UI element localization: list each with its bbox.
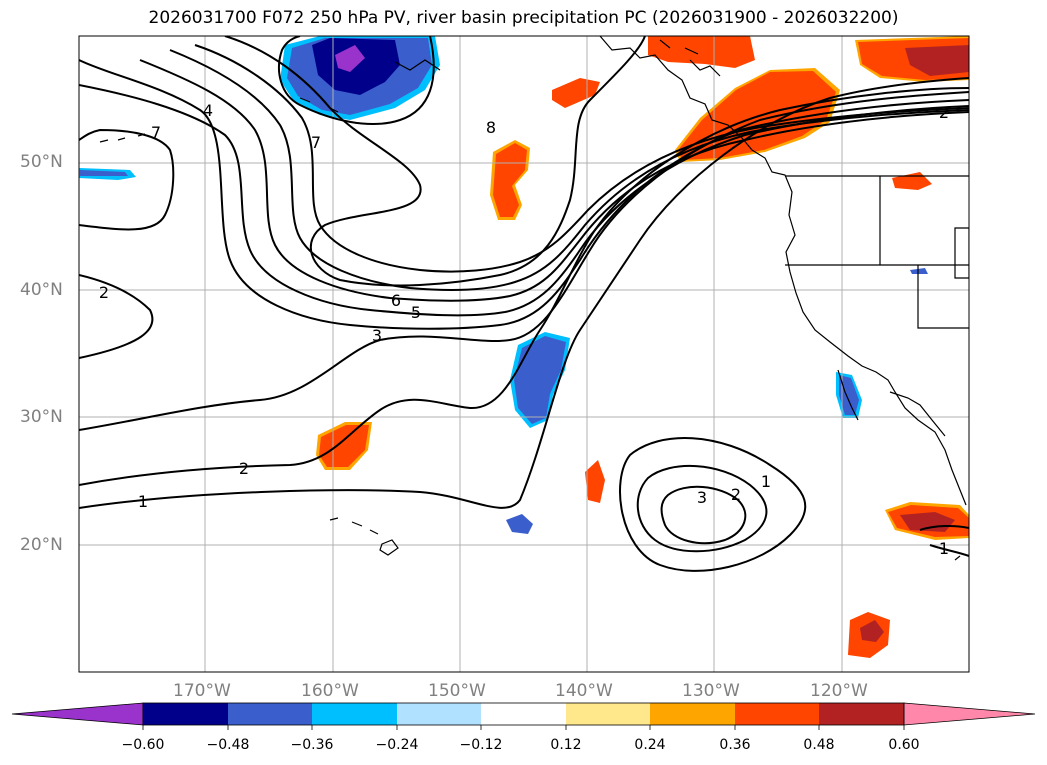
colorbar-segment — [566, 703, 650, 725]
colorbar-segment — [650, 703, 735, 725]
lon-label-140w: 140°W — [555, 681, 613, 701]
pv-contour-5 — [139, 59, 969, 302]
pv-contour-3-east — [660, 485, 747, 545]
lon-label-160w: 160°W — [301, 681, 359, 701]
colorbar-segment — [228, 703, 312, 725]
positive-anomaly-hawaii-north-core — [319, 425, 369, 467]
colorbar-tick-label: 0.24 — [634, 737, 666, 753]
pv-contour-upper-ridge — [278, 36, 435, 126]
contour-label: 2 — [939, 103, 949, 122]
positive-anomaly-north-coast — [648, 36, 755, 68]
pv-contour-2-northwest — [79, 128, 175, 231]
lon-label-150w: 150°W — [428, 681, 486, 701]
colorbar-segment — [397, 703, 481, 725]
negative-anomaly-gulf-alaska-max — [335, 45, 365, 72]
lat-label-40n: 40°N — [20, 280, 63, 300]
lon-label-130w: 130°W — [682, 681, 740, 701]
pv-contour-3 — [79, 91, 969, 431]
negative-anomaly-south — [506, 514, 533, 534]
contour-label: 7 — [151, 123, 161, 142]
map-frame — [78, 35, 970, 673]
negative-anomaly-inland — [910, 268, 928, 274]
pv-contour-6 — [169, 49, 969, 291]
positive-anomaly-northeast-max — [905, 45, 969, 76]
pv-contour-2-east — [636, 464, 768, 553]
pv-contour-1-mexico — [919, 524, 969, 557]
colorbar-segment — [312, 703, 397, 725]
colorbar-tick-label: 0.60 — [888, 737, 920, 753]
contour-label: 5 — [411, 303, 421, 322]
pv-contour-outer-trough — [79, 59, 969, 330]
colorbar-outline — [142, 702, 905, 726]
negative-anomaly-west-edge-core — [80, 170, 128, 176]
colorbar-tick-label: −0.12 — [459, 737, 503, 753]
contour-label: 6 — [391, 291, 401, 310]
contour-label: 2 — [731, 485, 741, 504]
contour-labels: 7 4 7 8 2 2 6 5 3 2 1 1 3 2 1 — [99, 101, 949, 558]
contour-label: 7 — [311, 133, 321, 152]
colorbar-tick-label: 0.48 — [803, 737, 835, 753]
contour-label: 1 — [761, 472, 771, 491]
colorbar-tick-label: 0.36 — [719, 737, 751, 753]
colorbar-tick-label: −0.24 — [375, 737, 419, 753]
colorbar-segment — [819, 703, 904, 725]
positive-anomaly-central-south — [585, 460, 605, 503]
graticule — [79, 36, 969, 672]
colorbar-tick-label: −0.60 — [121, 737, 165, 753]
pv-contour-2-west — [79, 274, 154, 359]
contour-label: 2 — [99, 283, 109, 302]
colorbar-min-extension — [11, 702, 144, 726]
pv-contour-2-south — [79, 87, 969, 486]
pv-contour-4 — [79, 84, 969, 317]
pv-contour-1-east — [619, 437, 807, 572]
contour-label: 2 — [239, 459, 249, 478]
precip-anomaly-shading — [79, 36, 969, 658]
contour-label: 3 — [697, 488, 707, 507]
positive-anomaly-east-pacific-south-max — [860, 620, 884, 642]
colorbar-tick-label: 0.12 — [550, 737, 582, 753]
negative-anomaly-central-pacific-core — [514, 336, 566, 424]
colorbar-segment — [735, 703, 819, 725]
contour-label: 1 — [138, 492, 148, 511]
pv-contours — [79, 36, 969, 572]
colorbar-max-extension — [903, 702, 1036, 726]
contour-label: 4 — [203, 101, 213, 120]
colorbar — [11, 702, 1036, 730]
contour-label: 1 — [939, 539, 949, 558]
contour-label: 8 — [486, 118, 496, 137]
lon-label-120w: 120°W — [810, 681, 868, 701]
colorbar-tick-label: −0.36 — [290, 737, 334, 753]
colorbar-tick-label: −0.48 — [206, 737, 250, 753]
colorbar-segment — [143, 703, 228, 725]
contour-label: 3 — [372, 326, 382, 345]
positive-anomaly-ak-coast — [552, 78, 600, 108]
positive-anomaly-north-pacific-core — [493, 143, 527, 217]
lat-label-30n: 30°N — [20, 407, 63, 427]
lat-label-50n: 50°N — [20, 152, 63, 172]
map-title: 2026031700 F072 250 hPa PV, river basin … — [148, 8, 899, 28]
coastlines — [99, 36, 969, 561]
lat-label-20n: 20°N — [20, 535, 63, 555]
colorbar-segment — [481, 703, 566, 725]
lon-label-170w: 170°W — [173, 681, 231, 701]
pv-contour-7 — [194, 44, 969, 273]
negative-anomaly-baja-core — [839, 375, 859, 415]
negative-anomaly-gulf-alaska-strong — [312, 38, 400, 95]
pv-contour-8 — [224, 36, 646, 287]
